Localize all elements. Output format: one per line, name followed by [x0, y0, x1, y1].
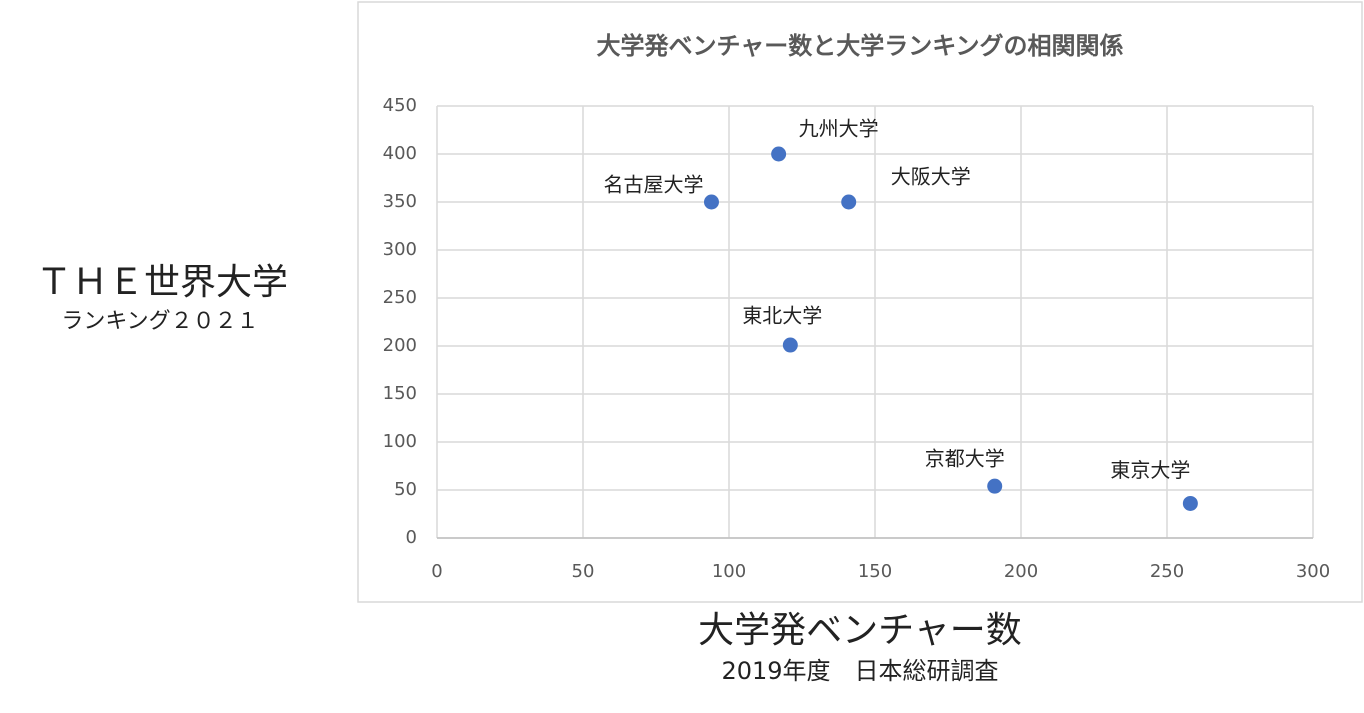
x-tick-label: 100 — [712, 561, 746, 582]
data-label: 大阪大学 — [891, 165, 971, 189]
x-axis-note: 2019年度 日本総研調査 — [721, 657, 998, 685]
y-tick-label: 50 — [394, 479, 417, 500]
x-tick-label: 150 — [858, 561, 892, 582]
x-tick-label: 250 — [1150, 561, 1184, 582]
x-tick-label: 50 — [572, 561, 595, 582]
y-axis-note: ランキング２０２１ — [61, 309, 258, 334]
point — [987, 478, 1003, 494]
point — [703, 194, 719, 210]
y-tick-label: 450 — [383, 95, 417, 116]
y-tick-label: 150 — [383, 383, 417, 404]
point — [771, 146, 787, 162]
y-tick-label: 250 — [383, 287, 417, 308]
y-tick-label: 100 — [383, 431, 417, 452]
data-label: 九州大学 — [799, 117, 879, 141]
data-label: 東北大学 — [742, 304, 822, 328]
data-label: 京都大学 — [925, 447, 1005, 471]
y-tick-label: 300 — [383, 239, 417, 260]
point — [841, 194, 857, 210]
x-tick-label: 0 — [431, 561, 442, 582]
point — [782, 337, 798, 353]
y-tick-label: 200 — [383, 335, 417, 356]
y-tick-label: 400 — [383, 143, 417, 164]
y-tick-label: 350 — [383, 191, 417, 212]
chart-title: 大学発ベンチャー数と大学ランキングの相関関係 — [596, 32, 1123, 60]
point — [1182, 495, 1198, 511]
x-axis-title: 大学発ベンチャー数 — [698, 610, 1022, 651]
data-label: 名古屋大学 — [603, 173, 703, 197]
y-axis-title: ＴＨＥ世界大学 — [36, 262, 288, 303]
y-tick-label: 0 — [406, 527, 417, 548]
chart-frame — [357, 1, 1363, 603]
x-tick-label: 200 — [1004, 561, 1038, 582]
x-tick-label: 300 — [1296, 561, 1330, 582]
data-label: 東京大学 — [1110, 458, 1190, 482]
